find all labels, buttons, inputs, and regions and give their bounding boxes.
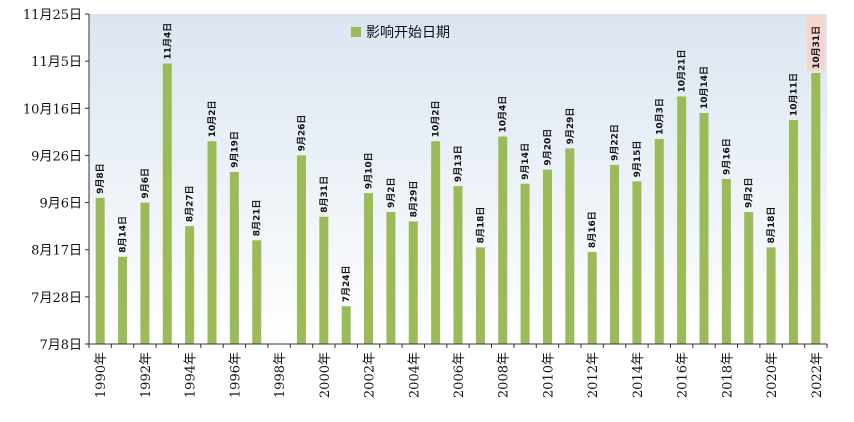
- bar: [498, 136, 508, 344]
- bar: [788, 120, 798, 344]
- y-tick-label: 11月25日: [23, 8, 82, 23]
- bar: [252, 240, 262, 344]
- data-label: 9月20日: [542, 129, 553, 166]
- x-tick-label: 2000年: [318, 352, 333, 398]
- bar: [118, 256, 128, 344]
- bar: [207, 141, 217, 344]
- data-label: 8月14日: [118, 216, 129, 253]
- x-tick-label: 2004年: [407, 352, 422, 398]
- data-label: 8月27日: [185, 185, 196, 222]
- bar: [699, 113, 709, 344]
- data-label: 11月4日: [162, 23, 173, 60]
- bar: [453, 186, 463, 344]
- y-tick-label: 8月17日: [31, 244, 82, 259]
- bar: [296, 155, 306, 344]
- data-label: 7月24日: [341, 265, 352, 302]
- x-tick-label: 2014年: [631, 352, 646, 398]
- bar: [229, 171, 239, 344]
- data-label: 9月2日: [744, 177, 755, 208]
- data-label: 8月18日: [766, 207, 777, 244]
- data-label: 9月22日: [610, 124, 621, 161]
- data-label: 8月18日: [475, 207, 486, 244]
- bar: [542, 169, 552, 344]
- bar: [185, 226, 195, 344]
- bar: [610, 164, 620, 344]
- x-tick-label: 2020年: [765, 352, 780, 398]
- x-tick-label: 1998年: [273, 352, 288, 398]
- x-tick-label: 1990年: [94, 352, 109, 398]
- bar: [431, 141, 441, 344]
- bars: [95, 63, 821, 344]
- x-tick-label: 2016年: [676, 352, 691, 398]
- data-label: 8月31日: [319, 176, 330, 213]
- bar: [140, 202, 150, 344]
- data-label: 10月2日: [431, 100, 442, 137]
- y-tick-label: 9月26日: [31, 149, 82, 164]
- x-tick-label: 2012年: [586, 352, 601, 398]
- bar: [632, 181, 642, 344]
- data-label: 10月31日: [811, 26, 822, 69]
- x-tick-label: 1992年: [139, 352, 154, 398]
- data-label: 9月29日: [565, 108, 576, 145]
- data-label: 9月10日: [364, 152, 375, 189]
- x-tick-label: 2010年: [541, 352, 556, 398]
- bar: [95, 197, 105, 344]
- x-tick-label: 2008年: [497, 352, 512, 398]
- data-label: 8月29日: [408, 181, 419, 218]
- data-label: 9月15日: [632, 141, 643, 178]
- y-tick-label: 11月5日: [31, 55, 82, 70]
- data-label: 9月14日: [520, 143, 531, 180]
- y-tick-label: 7月28日: [31, 291, 82, 306]
- bar: [766, 247, 776, 344]
- bar: [162, 63, 172, 344]
- bar: [364, 193, 374, 344]
- bar: [744, 212, 754, 344]
- data-label: 10月14日: [699, 66, 710, 109]
- y-tick-label: 9月6日: [39, 197, 82, 212]
- data-label: 10月3日: [654, 98, 665, 135]
- bar: [811, 72, 821, 344]
- data-label: 9月19日: [229, 131, 240, 168]
- y-axis: 7月8日 7月28日 8月17日 9月6日 9月26日 10月16日 11月5日 11月25日: [23, 8, 89, 353]
- data-label: 8月21日: [252, 199, 263, 236]
- y-tick-label: 7月8日: [39, 338, 82, 353]
- bar: [386, 212, 396, 344]
- bar: [319, 216, 329, 344]
- y-tick-label: 10月16日: [23, 102, 82, 117]
- data-label: 10月2日: [207, 100, 218, 137]
- bar: [587, 252, 597, 344]
- x-tick-label: 2022年: [810, 352, 825, 398]
- bar: [654, 138, 664, 344]
- bar: [677, 96, 687, 344]
- data-labels: 9月8日 8月14日 9月6日 11月4日 8月27日 10月2日 9月19日 8月21日 9月…: [95, 15, 825, 302]
- data-label: 9月26日: [296, 115, 307, 152]
- data-label: 10月21日: [677, 49, 688, 92]
- data-label: 9月6日: [140, 168, 151, 199]
- x-axis: 1990年 1992年 1994年 1996年 1998年 2000年 2002年 2004年…: [88, 344, 828, 398]
- bar: [341, 306, 351, 344]
- bar: [520, 183, 530, 344]
- x-tick-label: 2018年: [720, 352, 735, 398]
- data-label: 9月8日: [95, 163, 106, 194]
- data-label: 9月13日: [453, 145, 464, 182]
- highlight-box: [806, 15, 825, 71]
- data-label: 8月16日: [587, 211, 598, 248]
- bar: [565, 148, 575, 344]
- data-label: 10月4日: [498, 96, 509, 133]
- legend-label: 影响开始日期: [366, 25, 450, 41]
- bar: [408, 221, 418, 344]
- data-label: 10月11日: [788, 73, 799, 116]
- bar: [475, 247, 485, 344]
- x-tick-label: 1996年: [228, 352, 243, 398]
- legend-swatch: [351, 27, 361, 37]
- x-tick-label: 1994年: [184, 352, 199, 398]
- bar: [721, 179, 731, 344]
- data-label: 9月2日: [386, 177, 397, 208]
- data-label: 9月16日: [721, 138, 732, 175]
- x-tick-label: 2006年: [452, 352, 467, 398]
- legend: 影响开始日期: [351, 25, 450, 41]
- x-tick-label: 2002年: [363, 352, 378, 398]
